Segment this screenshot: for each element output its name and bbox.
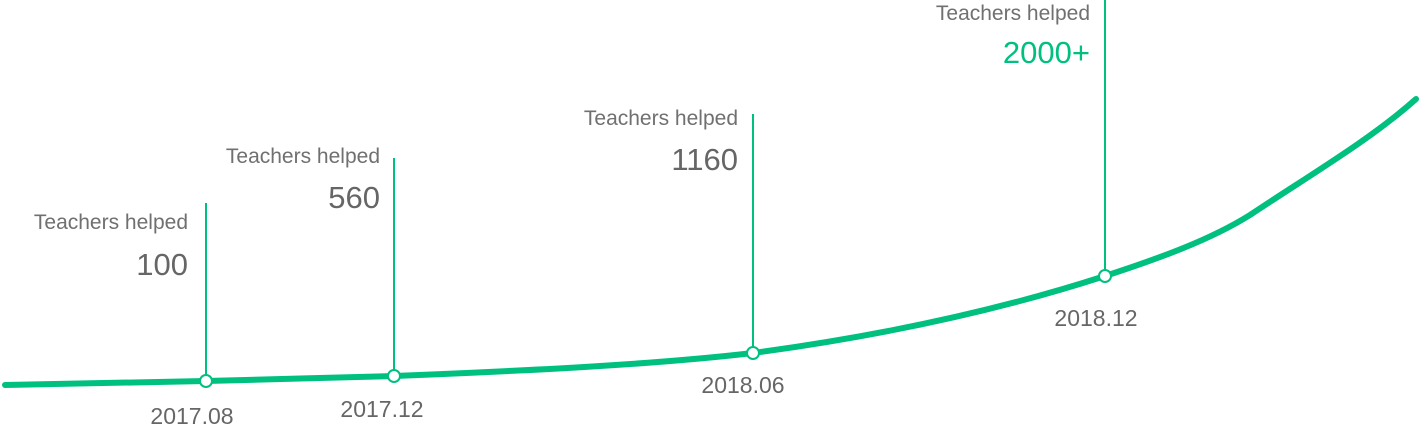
milestone-value: 2000+: [1003, 35, 1090, 70]
milestone-date: 2017.12: [340, 396, 423, 422]
milestone-point: [199, 374, 213, 388]
milestone-label: Teachers helped: [34, 211, 188, 234]
milestone-label: Teachers helped: [936, 2, 1090, 25]
milestone-date: 2018.12: [1054, 305, 1137, 331]
milestone-value: 1160: [671, 142, 738, 177]
milestone-point: [387, 369, 401, 383]
milestone-date: 2018.06: [701, 372, 784, 398]
milestone-point: [746, 346, 760, 360]
milestone-point: [1098, 269, 1112, 283]
milestone-label: Teachers helped: [226, 145, 380, 168]
milestone-value: 560: [328, 180, 380, 215]
milestone-value: 100: [136, 247, 188, 282]
milestone-date: 2017.08: [150, 403, 233, 428]
milestone-label: Teachers helped: [584, 107, 738, 130]
